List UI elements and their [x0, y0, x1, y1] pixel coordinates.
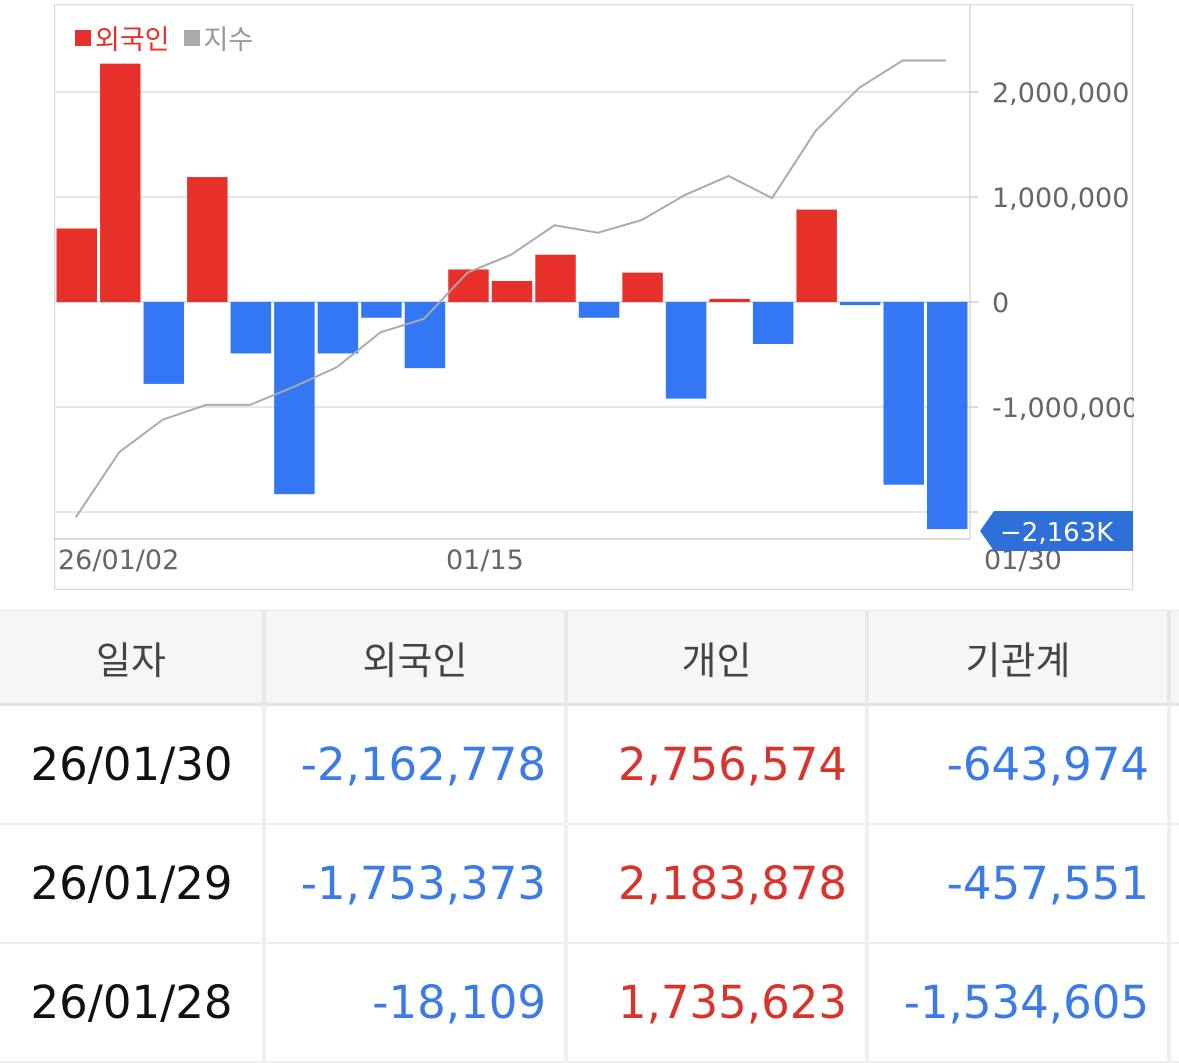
- cell-foreign: -1,753,373: [264, 824, 568, 944]
- bar-foreign: [883, 302, 924, 485]
- bar-foreign: [317, 302, 359, 354]
- bar-foreign: [578, 302, 620, 318]
- chart-legend: 외국인 지수: [75, 18, 261, 57]
- y-tick-label: 2,000,000: [992, 78, 1129, 109]
- cell-spacer: [1169, 704, 1179, 825]
- chart-svg: 2,000,000 1,000,000 0 -1,000,000 26/01/02 01/…: [54, 4, 1134, 590]
- x-tick-label: 01/15: [446, 545, 524, 576]
- bar-foreign: [100, 63, 141, 303]
- cell-individual: 1,735,623: [566, 943, 869, 1063]
- cell-spacer: [1169, 824, 1179, 944]
- cell-date: 26/01/29: [0, 824, 266, 944]
- cell-spacer: [1169, 943, 1179, 1063]
- legend-swatch-index: [183, 29, 200, 46]
- cell-institution: -643,974: [867, 704, 1171, 825]
- table-header-row: 일자 외국인 개인 기관계: [0, 610, 1179, 706]
- bar-foreign: [404, 302, 446, 369]
- x-tick-label: 26/01/02: [58, 545, 179, 576]
- legend-label-index: 지수: [203, 25, 254, 56]
- cell-date: 26/01/30: [0, 704, 266, 825]
- bar-foreign: [926, 302, 968, 530]
- investor-table: 일자 외국인 개인 기관계 26/01/30 -2,162,778 2,756,…: [0, 610, 1179, 1063]
- bar-foreign: [274, 302, 315, 495]
- bar-foreign: [665, 302, 707, 399]
- cell-institution: -1,534,605: [867, 943, 1171, 1063]
- header-institution: 기관계: [867, 610, 1171, 706]
- legend-swatch-foreign: [75, 29, 91, 46]
- table-row[interactable]: 26/01/29 -1,753,373 2,183,878 -457,551: [0, 824, 1179, 944]
- cell-institution: -457,551: [867, 824, 1171, 944]
- bar-foreign: [230, 302, 272, 354]
- header-foreign: 외국인: [264, 610, 568, 706]
- bar-foreign: [535, 254, 576, 302]
- y-tick-label: 1,000,000: [992, 183, 1129, 214]
- bar-foreign: [796, 209, 837, 302]
- legend-item-index: 지수: [183, 18, 254, 57]
- header-spacer: [1169, 610, 1179, 706]
- last-value-tag: [980, 511, 1133, 551]
- bar-foreign: [622, 272, 663, 302]
- last-value-tag-label: −2,163K: [1000, 518, 1114, 548]
- cell-individual: 2,756,574: [566, 704, 869, 825]
- investor-chart: 2,000,000 1,000,000 0 -1,000,000 26/01/02 01/…: [54, 4, 1134, 590]
- legend-label-foreign: 외국인: [95, 25, 170, 56]
- bar-foreign: [56, 228, 98, 302]
- bar-foreign: [839, 302, 881, 306]
- index-line: [74, 59, 947, 518]
- bar-foreign: [361, 302, 402, 318]
- bar-foreign: [187, 177, 228, 302]
- y-tick-label: 0: [992, 288, 1009, 319]
- bar-foreign: [491, 281, 533, 302]
- cell-foreign: -2,162,778: [264, 704, 568, 825]
- table-row[interactable]: 26/01/28 -18,109 1,735,623 -1,534,605: [0, 943, 1179, 1063]
- header-individual: 개인: [566, 610, 869, 706]
- cell-foreign: -18,109: [264, 943, 568, 1063]
- bar-foreign: [752, 302, 794, 344]
- cell-date: 26/01/28: [0, 943, 266, 1063]
- header-date: 일자: [0, 610, 266, 706]
- bar-foreign: [709, 298, 750, 302]
- legend-item-foreign: 외국인: [75, 18, 170, 57]
- table-row[interactable]: 26/01/30 -2,162,778 2,756,574 -643,974: [0, 704, 1179, 825]
- bar-foreign: [143, 302, 185, 384]
- cell-individual: 2,183,878: [566, 824, 869, 944]
- y-tick-label: -1,000,000: [992, 393, 1134, 424]
